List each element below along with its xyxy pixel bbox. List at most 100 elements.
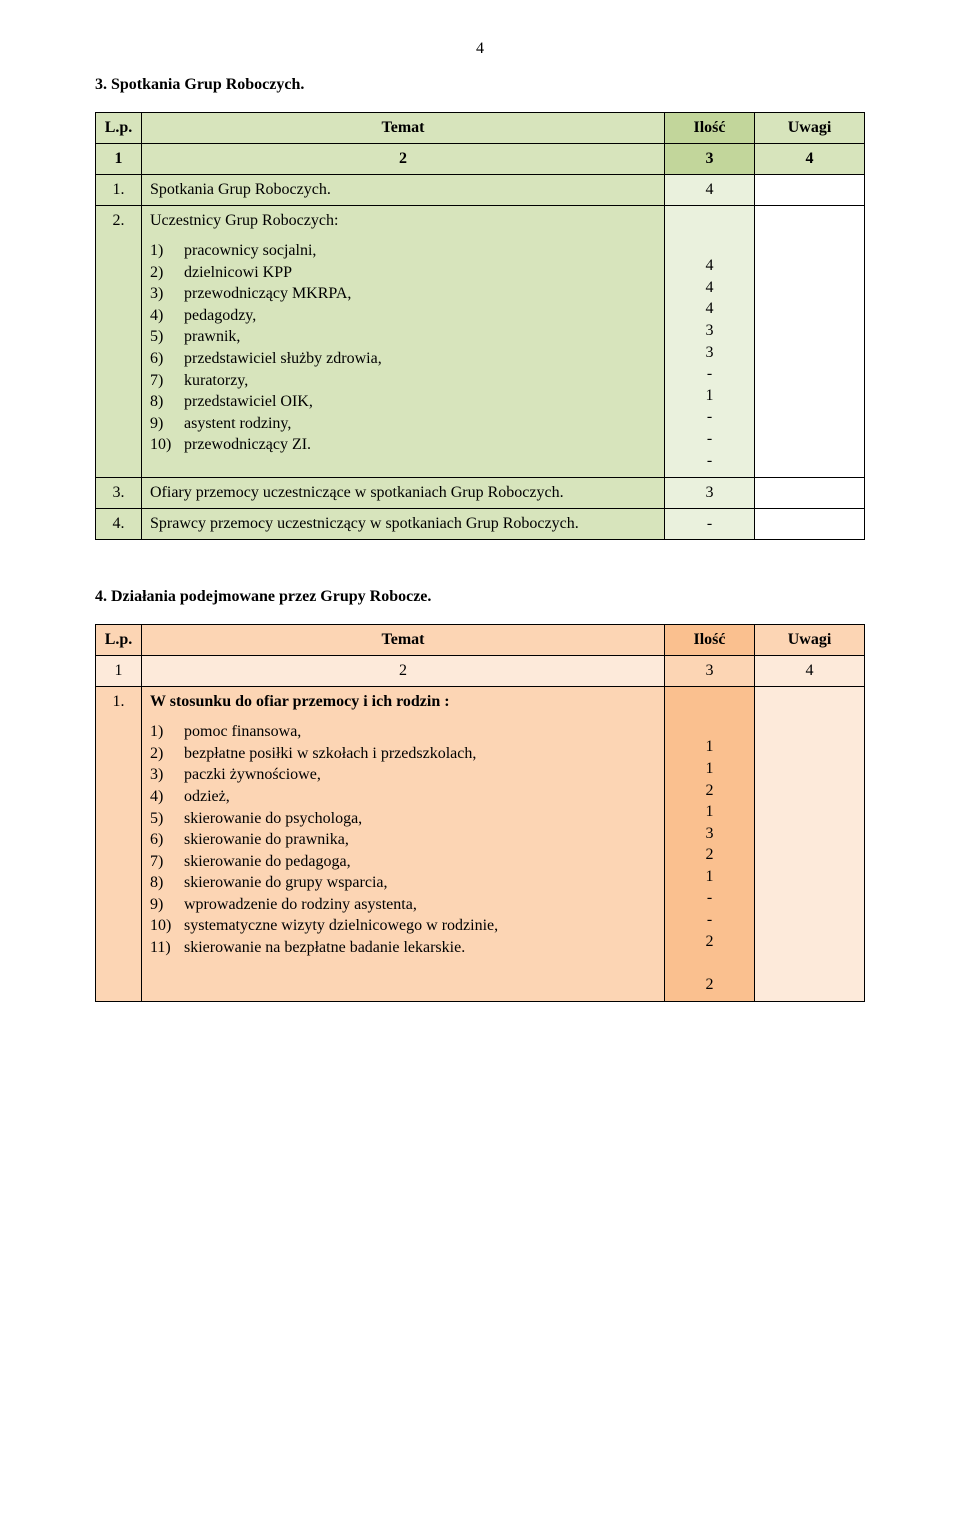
value-line: 4 [673,277,746,299]
th-temat: Temat [142,625,665,656]
list-item: 2)bezpłatne posiłki w szkołach i przedsz… [150,743,656,765]
value-line [673,234,746,256]
list-item: 7)kuratorzy, [150,370,656,392]
value-line: 1 [673,801,746,823]
cell-ilosc-list: 1121321--2 2 [665,687,755,1002]
list-item-text: przewodniczący MKRPA, [184,283,656,305]
list-item-num: 10) [150,915,184,937]
row1-lead: W stosunku do ofiar przemocy i ich rodzi… [150,693,656,711]
cell-ilosc: 3 [665,478,755,509]
cell-uwagi [755,478,865,509]
num-4: 4 [755,656,865,687]
list-item-text: skierowanie do prawnika, [184,829,656,851]
num-3: 3 [665,144,755,175]
list-item-text: skierowanie do pedagoga, [184,851,656,873]
value-line: 1 [673,758,746,780]
cell-uwagi [755,509,865,540]
list-item: 6)przedstawiciel służby zdrowia, [150,348,656,370]
list-item-text: skierowanie na bezpłatne badanie lekarsk… [184,937,656,959]
table-row: 1. Spotkania Grup Roboczych. 4 [96,175,865,206]
cell-lp: 1. [96,175,142,206]
value-line: 4 [673,255,746,277]
list-item: 8)skierowanie do grupy wsparcia, [150,872,656,894]
th-ilosc: Ilość [665,113,755,144]
value-line: 2 [673,780,746,802]
value-line [673,693,746,715]
value-line: 1 [673,866,746,888]
list-item: 9)wprowadzenie do rodziny asystenta, [150,894,656,916]
list-item: 11)skierowanie na bezpłatne badanie leka… [150,937,656,959]
cell-lp: 3. [96,478,142,509]
list-item-num: 1) [150,240,184,262]
cell-ilosc: 4 [665,175,755,206]
list-item: 4)odzież, [150,786,656,808]
list-item-num: 8) [150,391,184,413]
value-line [673,212,746,234]
section3-title: 3. Spotkania Grup Roboczych. [95,76,865,94]
th-lp: L.p. [96,625,142,656]
value-line: 4 [673,298,746,320]
value-line: 1 [673,736,746,758]
section4-title: 4. Działania podejmowane przez Grupy Rob… [95,588,865,606]
value-line: 2 [673,931,746,953]
list-item: 2)dzielnicowi KPP [150,262,656,284]
cell-uwagi [755,687,865,1002]
list-item-num: 6) [150,829,184,851]
cell-temat-list: W stosunku do ofiar przemocy i ich rodzi… [142,687,665,1002]
value-line: 2 [673,974,746,996]
cell-temat-list: Uczestnicy Grup Roboczych: 1)pracownicy … [142,206,665,478]
list-item: 10)systematyczne wizyty dzielnicowego w … [150,915,656,937]
value-line: 2 [673,844,746,866]
cell-lp: 1. [96,687,142,1002]
cell-temat: Ofiary przemocy uczestniczące w spotkani… [142,478,665,509]
list-item-text: przedstawiciel OIK, [184,391,656,413]
list-item: 10)przewodniczący ZI. [150,434,656,456]
num-2: 2 [142,144,665,175]
page-number: 4 [95,40,865,58]
list-item-num: 4) [150,305,184,327]
table-num-row: 1 2 3 4 [96,144,865,175]
list-item-num: 4) [150,786,184,808]
list-item-text: paczki żywnościowe, [184,764,656,786]
cell-ilosc-list: 44433-1--- [665,206,755,478]
num-3: 3 [665,656,755,687]
th-temat: Temat [142,113,665,144]
list-item: 6)skierowanie do prawnika, [150,829,656,851]
value-line [673,715,746,737]
list-item-num: 10) [150,434,184,456]
value-line: 3 [673,320,746,342]
list-item-num: 9) [150,894,184,916]
num-4: 4 [755,144,865,175]
list-item-text: skierowanie do grupy wsparcia, [184,872,656,894]
list-item-num: 6) [150,348,184,370]
list-item-text: kuratorzy, [184,370,656,392]
list-item-text: przedstawiciel służby zdrowia, [184,348,656,370]
row2-lead: Uczestnicy Grup Roboczych: [150,212,656,230]
list-item-num: 11) [150,937,184,959]
value-line: - [673,406,746,428]
list-item-text: dzielnicowi KPP [184,262,656,284]
list-item-num: 7) [150,370,184,392]
list-item: 9)asystent rodziny, [150,413,656,435]
table-row: 1. W stosunku do ofiar przemocy i ich ro… [96,687,865,1002]
value-line: 3 [673,823,746,845]
table-row: 2. Uczestnicy Grup Roboczych: 1)pracowni… [96,206,865,478]
cell-temat: Sprawcy przemocy uczestniczący w spotkan… [142,509,665,540]
value-line: 1 [673,385,746,407]
cell-lp: 2. [96,206,142,478]
th-lp: L.p. [96,113,142,144]
list-item-num: 2) [150,262,184,284]
th-uwagi: Uwagi [755,625,865,656]
cell-uwagi [755,175,865,206]
list-item-num: 3) [150,283,184,305]
table-section3: L.p. Temat Ilość Uwagi 1 2 3 4 1. Spotka… [95,112,865,540]
value-line [673,952,746,974]
list-item-text: wprowadzenie do rodziny asystenta, [184,894,656,916]
list-item-num: 5) [150,326,184,348]
list-item-text: pedagodzy, [184,305,656,327]
table-header-row: L.p. Temat Ilość Uwagi [96,113,865,144]
cell-ilosc: - [665,509,755,540]
list-item-text: odzież, [184,786,656,808]
list-item: 3)paczki żywnościowe, [150,764,656,786]
value-line: - [673,363,746,385]
